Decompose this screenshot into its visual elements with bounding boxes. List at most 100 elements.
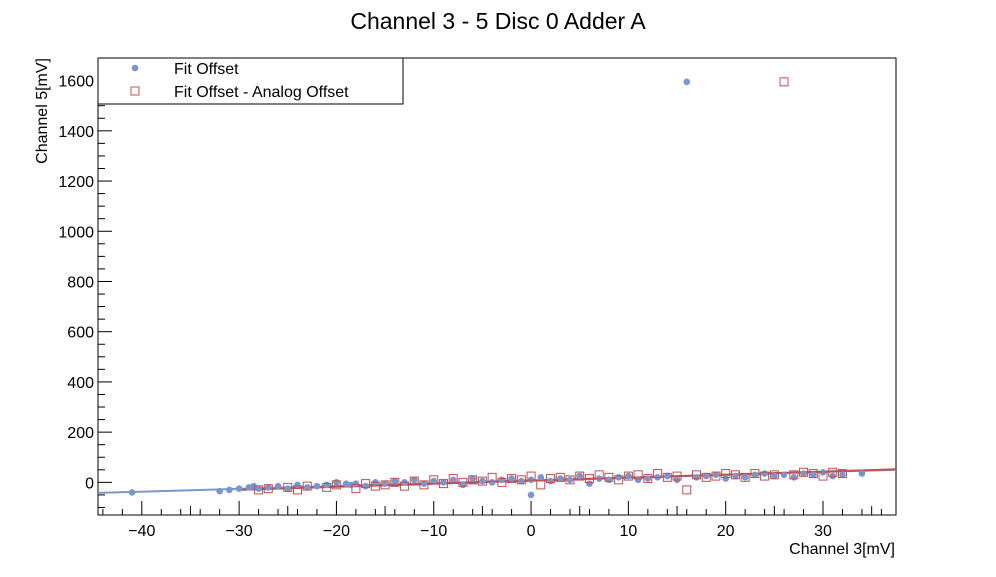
data-point-fit-minus-analog [711,471,721,481]
data-point-fit-offset [664,472,671,480]
x-tick-label: −20 [323,523,350,540]
data-point-fit-offset [235,485,243,492]
data-point-fit-minus-analog [750,469,760,479]
data-point-fit-minus-analog [672,471,682,481]
data-point-fit-offset [771,472,778,480]
data-point-fit-offset [391,477,399,485]
data-point-fit-minus-analog [507,474,517,484]
data-point-fit-minus-analog [380,480,390,490]
data-point-fit-offset [712,471,720,479]
data-point-fit-offset [527,491,535,499]
data-point-fit-offset [323,481,330,489]
data-point-fit-minus-analog [837,469,847,479]
data-point-fit-minus-analog [692,470,701,480]
data-point-fit-offset [537,474,545,481]
data-point-fit-offset [352,480,360,487]
data-point-fit-minus-analog [682,485,692,495]
data-point-fit-offset [625,472,632,480]
data-point-fit-minus-analog [438,479,448,489]
data-point-fit-minus-analog [614,475,624,485]
data-point-fit-offset [751,471,759,479]
data-point-fit-minus-analog [283,482,293,492]
data-point-fit-offset [216,487,223,495]
y-tick-label: 400 [67,375,94,392]
data-point-fit-minus-analog [730,470,740,480]
data-point-fit-offset [683,78,691,86]
data-point-fit-minus-analog [477,476,487,486]
data-point-fit-minus-analog [263,484,273,494]
data-point-fit-minus-analog [516,475,526,485]
data-point-fit-offset [693,474,700,481]
data-point-fit-offset [469,475,476,482]
data-point-fit-minus-analog [565,475,575,485]
legend-box [97,57,404,105]
data-point-fit-minus-analog [526,471,536,481]
data-point-fit-offset [839,471,846,479]
data-point-fit-minus-analog [351,484,361,494]
data-point-fit-offset [741,474,749,481]
data-point-fit-minus-analog [662,472,672,482]
y-tick-label: 200 [67,425,94,442]
data-point-fit-offset [761,470,768,477]
data-point-fit-offset [605,476,613,484]
data-point-fit-minus-analog [331,480,341,490]
legend: Fit Offset Fit Offset - Analog Offset [97,57,404,105]
data-point-fit-minus-analog [740,472,750,482]
data-point-fit-minus-analog [584,474,594,484]
data-point-fit-minus-analog [254,485,264,495]
data-point-fit-minus-analog [302,481,312,491]
y-tick-label: 1000 [58,224,94,241]
legend-label: Fit Offset [174,61,239,78]
data-point-fit-offset [128,489,136,496]
data-point-fit-offset [449,476,457,484]
data-point-fit-minus-analog [536,480,546,490]
y-tick-label: 1600 [58,74,94,91]
x-tick-label: −30 [226,523,253,540]
data-point-fit-offset [294,481,301,489]
data-point-fit-offset [250,482,258,490]
data-point-fit-minus-analog [818,471,828,481]
data-point-fit-minus-analog [390,477,400,487]
x-tick-label: 10 [619,523,637,540]
data-point-fit-minus-analog [760,471,770,481]
data-point-fit-offset [488,479,496,486]
data-point-fit-offset [809,471,817,479]
plot-area: −40 −30 −20 −10 0 10 20 30 0 200 400 600 800 1000 1200… [58,57,897,540]
y-tick-label: 1400 [58,124,94,141]
data-point-fit-offset [634,476,642,484]
y-tick-label: 600 [67,325,94,342]
data-point-fit-minus-analog [419,480,429,490]
y-axis-label: Channel 5[mV] [34,58,51,164]
plot-frame [97,57,897,516]
data-point-fit-minus-analog [497,477,507,487]
data-point-fit-minus-analog [361,479,371,489]
data-point-fit-minus-analog [487,472,497,482]
data-point-fit-offset [800,470,807,477]
data-point-fit-offset [498,476,506,484]
data-point-fit-minus-analog [623,471,633,481]
data-point-fit-offset [508,475,515,482]
data-point-fit-offset [381,480,389,487]
data-point-fit-minus-analog [721,469,731,479]
data-point-fit-minus-analog [799,467,809,477]
data-point-fit-offset [420,480,428,487]
data-point-fit-offset [255,485,262,492]
data-point-fit-minus-analog [808,469,818,479]
data-point-fit-minus-analog [322,482,332,492]
data-point-fit-offset [440,479,447,486]
data-point-fit-offset [430,477,438,485]
data-point-fit-offset [615,474,622,481]
data-point-fit-minus-analog [400,481,410,491]
data-point-fit-minus-analog [409,476,419,486]
y-tick-label: 800 [67,274,94,291]
data-point-fit-minus-analog [653,469,663,479]
data-point-fit-offset [362,482,369,490]
x-tick-label: −10 [420,523,447,540]
data-point-fit-offset [333,479,340,486]
data-point-fit-offset [556,475,564,482]
data-point-fit-offset [303,484,311,491]
data-point-fit-minus-analog [779,77,789,87]
data-point-fit-offset [586,480,593,487]
legend-label: Fit Offset - Analog Offset [174,84,349,101]
